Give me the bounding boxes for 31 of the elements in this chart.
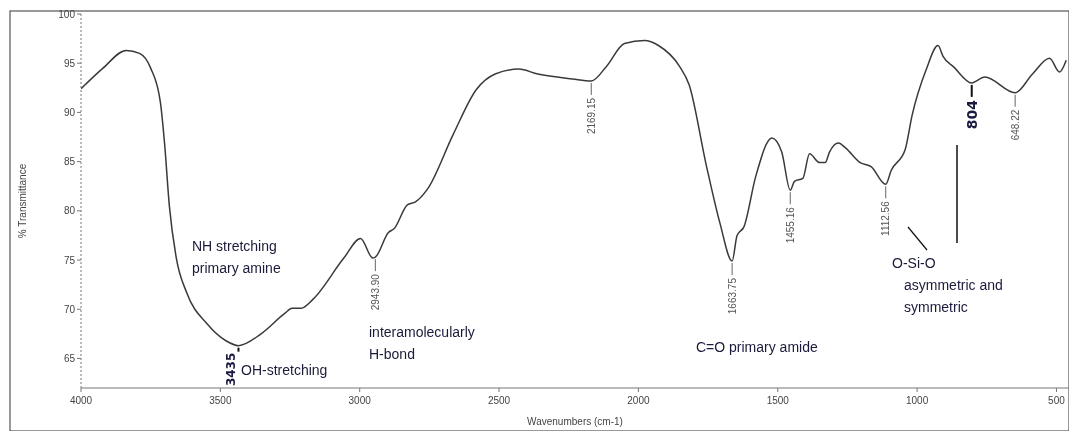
y-tick-label: 70 <box>63 303 76 315</box>
annotation: 2943.90 <box>369 273 381 311</box>
annotation: C=O primary amide <box>696 339 818 355</box>
annotation: OH-stretching <box>241 362 328 378</box>
x-tick-label: 500 <box>1048 395 1066 406</box>
annotation: O-Si-O asymmetric and symmetric <box>892 255 1003 315</box>
x-tick-label: 1500 <box>766 395 790 406</box>
annotation: 1455.16 <box>784 206 796 244</box>
x-axis-title: Wavenumbers (cm-1) <box>527 416 623 427</box>
annotation: 804 <box>963 99 980 130</box>
x-tick-label: 2500 <box>487 395 511 406</box>
x-tick-label: 3000 <box>348 395 372 406</box>
x-tick-label: 2000 <box>627 395 650 406</box>
x-tick-label: 3500 <box>209 395 232 406</box>
y-tick-label: 65 <box>63 352 76 364</box>
y-tick-label: 85 <box>63 156 76 168</box>
annotation: 648.22 <box>1009 109 1021 141</box>
y-axis-title: % Transmittance <box>17 163 28 239</box>
y-tick-label: 90 <box>63 106 76 118</box>
y-tick-label: 100 <box>58 8 76 20</box>
annotation: 1663.75 <box>726 277 738 315</box>
y-tick-label: 80 <box>63 205 76 217</box>
x-tick-label: 4000 <box>69 395 93 406</box>
y-tick-label: 75 <box>63 254 76 266</box>
x-tick-label: 1000 <box>905 395 929 406</box>
annotation: 2169.15 <box>585 97 597 135</box>
annotation: interamolecularly H-bond <box>369 324 475 362</box>
annotation: 1112.56 <box>880 200 892 236</box>
annotation: NH stretching primary amine <box>192 238 281 276</box>
y-tick-label: 95 <box>63 57 76 69</box>
annotation: 3435 <box>224 352 239 387</box>
